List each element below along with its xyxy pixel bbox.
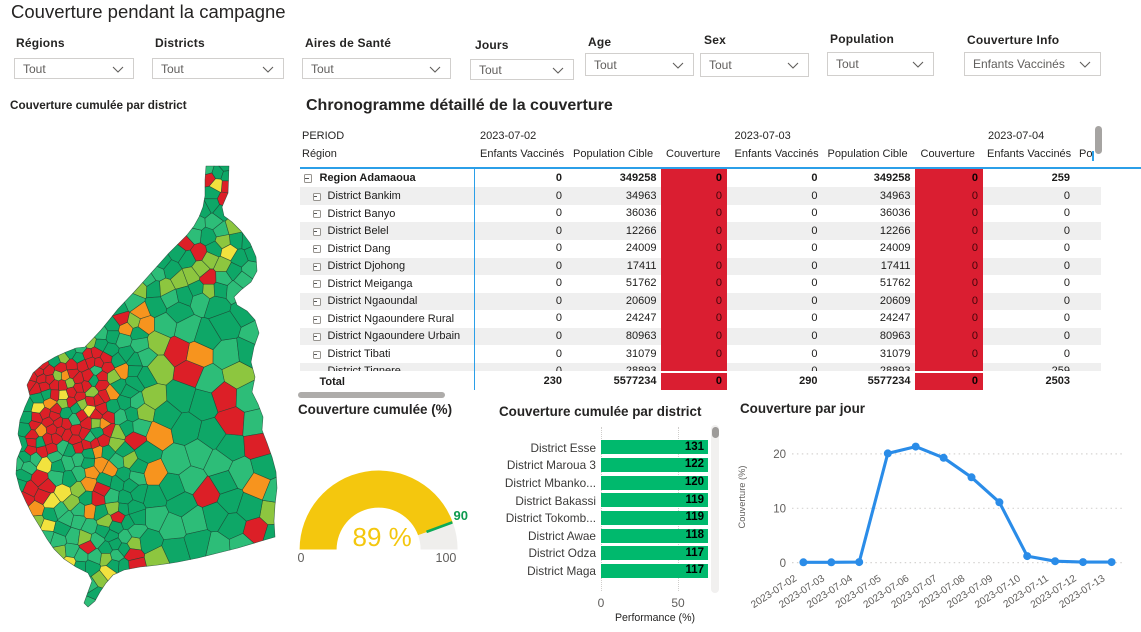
svg-text:20: 20 — [773, 449, 786, 461]
svg-text:0: 0 — [780, 558, 786, 570]
svg-text:10: 10 — [773, 504, 786, 516]
svg-text:Couverture (%): Couverture (%) — [737, 465, 747, 528]
